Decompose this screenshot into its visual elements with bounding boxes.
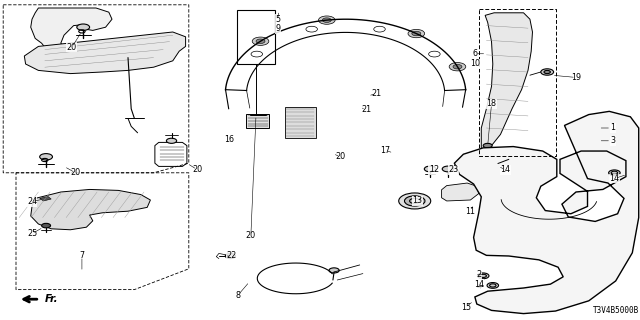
Polygon shape	[246, 114, 269, 128]
Text: 20: 20	[246, 231, 256, 240]
Polygon shape	[31, 189, 150, 230]
Text: 8: 8	[236, 291, 241, 300]
Circle shape	[483, 143, 492, 148]
Text: 20: 20	[70, 168, 81, 177]
Circle shape	[487, 283, 499, 288]
Text: 7: 7	[79, 252, 84, 260]
Circle shape	[609, 170, 620, 176]
Circle shape	[42, 223, 51, 228]
Text: 19: 19	[571, 73, 581, 82]
Polygon shape	[237, 10, 275, 64]
Text: 15: 15	[461, 303, 471, 312]
Text: 16: 16	[224, 135, 234, 144]
Polygon shape	[24, 32, 186, 74]
Text: 18: 18	[486, 100, 497, 108]
Polygon shape	[454, 111, 639, 314]
Circle shape	[453, 64, 462, 69]
Circle shape	[323, 18, 332, 22]
Circle shape	[252, 37, 269, 45]
Text: 5: 5	[276, 15, 281, 24]
Circle shape	[225, 253, 236, 259]
Text: 14: 14	[500, 165, 511, 174]
Text: 25: 25	[27, 229, 37, 238]
Circle shape	[408, 29, 425, 38]
Circle shape	[492, 164, 504, 169]
Text: 2: 2	[476, 270, 481, 279]
Polygon shape	[155, 142, 187, 166]
Text: 6: 6	[472, 49, 477, 58]
Polygon shape	[31, 8, 112, 54]
Text: 23: 23	[448, 165, 458, 174]
Text: 3: 3	[611, 136, 616, 145]
Circle shape	[77, 24, 90, 30]
Text: 13: 13	[412, 196, 422, 205]
Circle shape	[166, 138, 177, 143]
Text: 10: 10	[470, 60, 480, 68]
Text: 21: 21	[371, 89, 381, 98]
Circle shape	[329, 268, 339, 273]
Text: 22: 22	[227, 252, 237, 260]
Circle shape	[404, 196, 425, 206]
Text: 20: 20	[192, 165, 202, 174]
Circle shape	[40, 154, 52, 160]
Circle shape	[442, 166, 454, 172]
Text: 14: 14	[474, 280, 484, 289]
Circle shape	[449, 62, 466, 71]
Text: 17: 17	[380, 146, 390, 155]
Text: 21: 21	[361, 105, 371, 114]
Text: T3V4B5000B: T3V4B5000B	[593, 306, 639, 315]
Polygon shape	[285, 107, 316, 138]
Circle shape	[256, 39, 265, 44]
Circle shape	[399, 193, 431, 209]
Text: 9: 9	[276, 24, 281, 33]
Text: 12: 12	[429, 165, 439, 174]
Circle shape	[541, 69, 554, 75]
Polygon shape	[481, 13, 532, 154]
Text: 24: 24	[27, 197, 37, 206]
Text: Fr.: Fr.	[45, 294, 58, 304]
Circle shape	[319, 16, 335, 24]
Polygon shape	[442, 183, 479, 201]
Text: 11: 11	[465, 207, 476, 216]
Text: 20: 20	[67, 43, 77, 52]
Polygon shape	[40, 196, 51, 201]
Text: 4: 4	[476, 282, 481, 291]
Text: 20: 20	[335, 152, 346, 161]
Circle shape	[544, 70, 550, 74]
Circle shape	[477, 273, 489, 279]
Circle shape	[412, 31, 421, 36]
Text: 1: 1	[611, 124, 616, 132]
Text: 14: 14	[609, 174, 620, 183]
Circle shape	[424, 166, 436, 172]
